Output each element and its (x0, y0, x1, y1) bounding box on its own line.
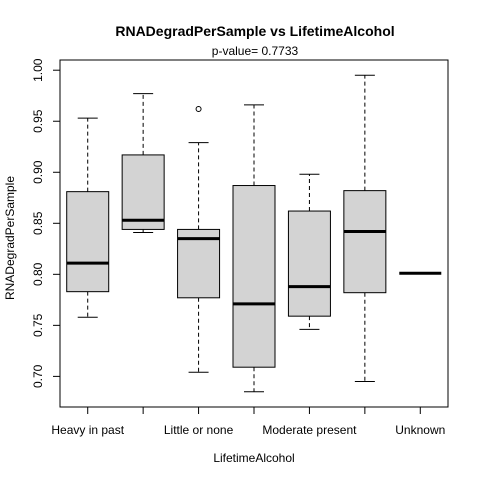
chart-title: RNADegradPerSample vs LifetimeAlcohol (115, 23, 394, 39)
outlier-point (195, 105, 202, 112)
y-axis: 0.70 0.75 0.80 0.85 0.90 0.95 1.00 (31, 58, 61, 388)
box-iqr (177, 228, 221, 299)
y-tick-label: 0.80 (31, 262, 45, 286)
box-group (232, 104, 276, 393)
plot-frame (59, 59, 449, 408)
box-group (121, 93, 165, 233)
box-iqr (343, 190, 387, 294)
box-group (177, 105, 221, 373)
box-iqr (232, 185, 276, 368)
y-tick-label: 1.00 (31, 58, 45, 82)
x-tick-label: Unknown (395, 423, 445, 437)
x-axis-label: LifetimeAlcohol (213, 451, 294, 465)
y-tick-label: 0.85 (31, 211, 45, 235)
x-tick-label: Moderate present (262, 423, 357, 437)
y-tick-label: 0.75 (31, 313, 45, 337)
x-tick-label: Heavy in past (51, 423, 124, 437)
box-iqr (121, 154, 165, 230)
x-tick-label: Little or none (164, 423, 234, 437)
y-tick-label: 0.95 (31, 109, 45, 133)
box-iqr (287, 210, 331, 317)
chart-subtitle: p-value= 0.7733 (212, 44, 299, 58)
box-group (66, 117, 110, 318)
box-group (343, 74, 387, 382)
y-tick-label: 0.70 (31, 364, 45, 388)
y-axis-label: RNADegradPerSample (3, 176, 17, 300)
box-group (287, 173, 331, 330)
y-tick-label: 0.90 (31, 160, 45, 184)
box-iqr (66, 191, 110, 293)
boxes (66, 74, 442, 393)
